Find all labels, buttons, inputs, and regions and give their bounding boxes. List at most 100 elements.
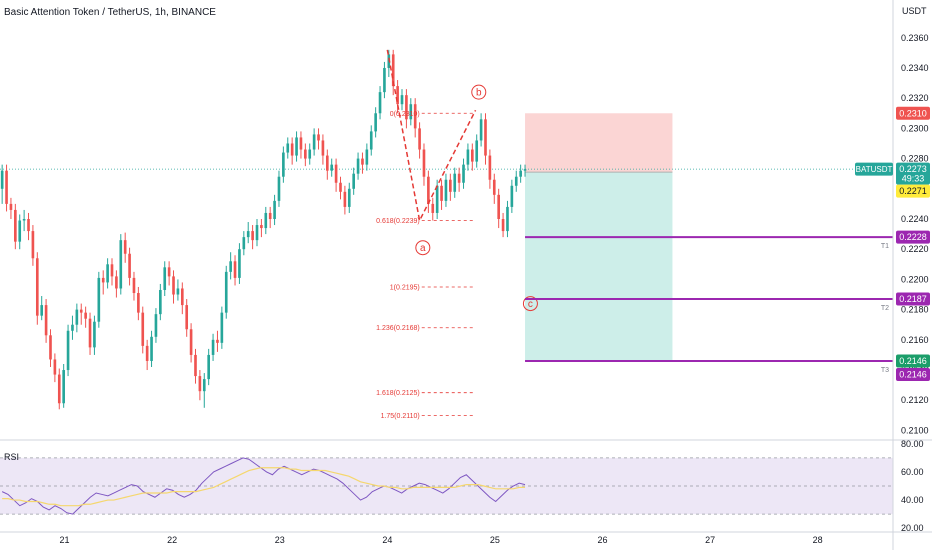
candle[interactable]: [242, 231, 246, 256]
candle[interactable]: [84, 306, 87, 328]
candle[interactable]: [110, 258, 114, 286]
wave-label[interactable]: c: [522, 296, 538, 312]
candle[interactable]: [224, 265, 228, 319]
candle[interactable]: [295, 131, 298, 162]
candle[interactable]: [163, 261, 167, 297]
candle[interactable]: [260, 219, 263, 238]
candle[interactable]: [290, 137, 294, 165]
candle[interactable]: [66, 324, 70, 377]
candle[interactable]: [106, 258, 109, 289]
candle[interactable]: [501, 212, 505, 238]
candle[interactable]: [277, 170, 281, 207]
candle[interactable]: [312, 128, 316, 156]
candle[interactable]: [207, 348, 210, 386]
candle[interactable]: [321, 134, 325, 165]
candle[interactable]: [405, 89, 408, 129]
candle[interactable]: [123, 232, 127, 263]
candle[interactable]: [264, 206, 268, 235]
candle[interactable]: [202, 373, 206, 408]
candle[interactable]: [343, 185, 347, 215]
candle[interactable]: [427, 170, 430, 213]
candle[interactable]: [27, 212, 30, 241]
candle[interactable]: [304, 143, 307, 167]
candle[interactable]: [466, 143, 470, 171]
candle[interactable]: [523, 164, 527, 177]
candle[interactable]: [93, 315, 96, 355]
candle[interactable]: [339, 176, 342, 200]
candle[interactable]: [449, 173, 452, 201]
candle[interactable]: [101, 270, 105, 295]
candle[interactable]: [497, 188, 500, 229]
candle[interactable]: [211, 333, 215, 361]
candle[interactable]: [71, 315, 74, 340]
candle[interactable]: [49, 329, 52, 368]
candle[interactable]: [457, 167, 461, 192]
candle[interactable]: [5, 164, 8, 212]
candle[interactable]: [484, 113, 487, 165]
candle[interactable]: [167, 261, 171, 286]
candle[interactable]: [180, 282, 184, 315]
wave-label[interactable]: b: [471, 84, 487, 100]
candle[interactable]: [479, 113, 483, 147]
candle[interactable]: [268, 206, 272, 229]
candle[interactable]: [137, 286, 140, 321]
candle[interactable]: [361, 152, 364, 174]
candle[interactable]: [409, 98, 413, 126]
candle[interactable]: [216, 330, 219, 352]
candle[interactable]: [440, 179, 443, 210]
candle[interactable]: [115, 270, 118, 298]
candle[interactable]: [470, 143, 474, 171]
candle[interactable]: [391, 49, 395, 96]
candle[interactable]: [128, 247, 131, 286]
candle[interactable]: [198, 370, 202, 401]
candle[interactable]: [9, 197, 13, 219]
candle[interactable]: [488, 149, 492, 189]
candle[interactable]: [88, 312, 92, 355]
candle[interactable]: [444, 173, 448, 207]
candle[interactable]: [317, 128, 320, 150]
candle[interactable]: [453, 167, 457, 198]
candle[interactable]: [422, 143, 426, 186]
candle[interactable]: [57, 368, 61, 410]
candle[interactable]: [462, 158, 465, 189]
candle[interactable]: [150, 330, 153, 368]
wave-label[interactable]: a: [415, 240, 431, 256]
candle[interactable]: [413, 98, 417, 138]
candle[interactable]: [53, 353, 57, 383]
candle[interactable]: [325, 149, 329, 180]
candle[interactable]: [220, 306, 224, 349]
candle[interactable]: [119, 234, 123, 295]
candle[interactable]: [356, 152, 360, 180]
candle[interactable]: [145, 339, 149, 371]
candle[interactable]: [330, 158, 334, 177]
candle[interactable]: [334, 158, 338, 192]
candle[interactable]: [238, 243, 241, 284]
candle[interactable]: [44, 299, 48, 343]
candle[interactable]: [35, 252, 39, 325]
candle[interactable]: [286, 137, 290, 159]
candle[interactable]: [506, 200, 509, 238]
candle[interactable]: [299, 131, 303, 159]
candle[interactable]: [475, 134, 479, 168]
candle[interactable]: [308, 143, 312, 165]
candle[interactable]: [492, 173, 496, 204]
candle[interactable]: [246, 222, 250, 244]
candle[interactable]: [189, 323, 193, 363]
candle[interactable]: [369, 125, 373, 156]
candle[interactable]: [31, 225, 35, 266]
candle[interactable]: [18, 214, 22, 250]
candle[interactable]: [378, 86, 382, 120]
candle[interactable]: [431, 197, 435, 221]
candle[interactable]: [229, 252, 232, 280]
candle[interactable]: [22, 209, 26, 232]
candle[interactable]: [352, 167, 355, 195]
candle[interactable]: [0, 164, 4, 204]
candle[interactable]: [75, 303, 79, 333]
candle[interactable]: [194, 348, 197, 384]
candle[interactable]: [97, 271, 101, 328]
candle[interactable]: [273, 194, 276, 226]
candle[interactable]: [176, 279, 180, 301]
candle[interactable]: [185, 299, 189, 337]
